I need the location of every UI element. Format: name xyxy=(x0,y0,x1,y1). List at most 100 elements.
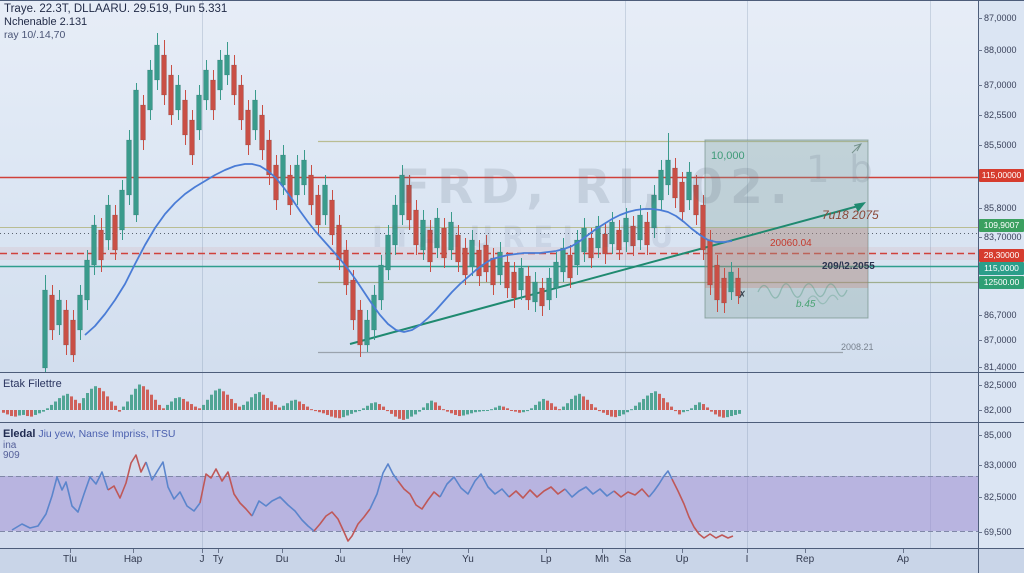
moving-average-line[interactable] xyxy=(84,163,733,336)
histogram-bar xyxy=(18,410,21,416)
candle-body xyxy=(105,204,111,241)
candle-body xyxy=(217,59,223,91)
histogram-bar xyxy=(626,410,629,413)
candle-body xyxy=(63,309,69,346)
candle-body xyxy=(126,139,132,196)
time-axis-label: Up xyxy=(675,554,689,565)
candle-body xyxy=(476,249,482,277)
histogram-bar xyxy=(106,396,109,410)
histogram-bar xyxy=(274,404,277,410)
candle-body xyxy=(567,254,573,279)
histogram-bar xyxy=(394,410,397,417)
histogram-bar xyxy=(58,398,61,410)
box-corner-arrow-icon xyxy=(851,143,863,154)
histogram-bar xyxy=(486,410,489,411)
candle-body xyxy=(518,267,524,291)
price-axis-label: 87,0000 xyxy=(984,13,1017,23)
histogram-bar xyxy=(314,410,317,412)
histogram-bar xyxy=(382,406,385,410)
histogram-bar xyxy=(138,384,141,410)
candle-body xyxy=(735,277,741,297)
candle-body xyxy=(546,277,552,301)
candle-body xyxy=(182,99,188,136)
candle-body xyxy=(91,224,97,266)
histogram-bar xyxy=(442,409,445,411)
oscillator-line-segment xyxy=(397,480,441,510)
histogram-bar xyxy=(218,388,221,410)
histogram-bar xyxy=(738,410,741,414)
trend-line[interactable] xyxy=(349,202,866,345)
histogram-bar xyxy=(586,399,589,410)
histogram-bar xyxy=(630,409,633,411)
histogram-indicator-label[interactable]: Etak Filettre xyxy=(3,378,62,390)
candle-body xyxy=(133,89,139,216)
histogram-bar xyxy=(182,398,185,410)
candle-body xyxy=(574,239,580,266)
candle-body xyxy=(161,54,167,96)
histogram-bar xyxy=(614,410,617,418)
drawing-low-label: b.45 xyxy=(796,299,816,310)
axis-ticks xyxy=(70,18,982,553)
symbol-legend[interactable]: Traye. 22.3T, DLLAARU. 29.519, Pun 5.331… xyxy=(4,3,227,42)
legend-line-3: ray 10/.14,70 xyxy=(4,29,66,41)
candle-body xyxy=(210,79,216,111)
candle-body xyxy=(287,174,293,206)
histogram-bar xyxy=(650,393,653,410)
histogram-bar xyxy=(434,402,437,410)
oscillator-line-segment xyxy=(648,470,673,498)
histogram-bar xyxy=(330,410,333,417)
legend-line-1: Traye. 22.3T, DLLAARU. 29.519, Pun 5.331 xyxy=(4,3,228,15)
oscillator-line-segment xyxy=(671,478,734,539)
histogram-bar xyxy=(498,405,501,410)
histogram-bar xyxy=(298,401,301,410)
candle-body xyxy=(231,64,237,96)
histogram-bar xyxy=(494,407,497,410)
drawing-range-label[interactable]: 209/\2.2055 xyxy=(822,261,875,272)
drawing-volume-label[interactable]: 10,000 xyxy=(711,150,745,162)
vertical-gridlines xyxy=(202,0,931,548)
histogram-bar xyxy=(354,410,357,413)
oscillator-params: Jiu yew, Nanse Impriss, ITSU xyxy=(35,428,176,440)
histogram-bar xyxy=(474,410,477,413)
histogram-bar xyxy=(194,406,197,410)
histogram-bar xyxy=(654,391,657,410)
histogram-bar xyxy=(726,410,729,418)
histogram-bar xyxy=(454,410,457,415)
price-tag: 115,00000 xyxy=(979,168,1024,182)
price-axis-label: 88,0000 xyxy=(984,45,1017,55)
histogram-bar xyxy=(50,404,53,410)
histogram-bar xyxy=(150,394,153,410)
histogram-bar xyxy=(390,410,393,414)
histogram-bar xyxy=(634,405,637,410)
histogram-bar xyxy=(518,410,521,413)
candle-body xyxy=(721,277,727,304)
histogram-bar xyxy=(230,398,233,410)
histogram-bar xyxy=(378,404,381,410)
candle-body xyxy=(553,261,559,289)
price-tag: 28,30000 xyxy=(979,248,1024,262)
histogram-bar xyxy=(186,401,189,410)
histogram-bar xyxy=(366,405,369,410)
candle-body xyxy=(266,139,272,176)
price-axis-label: 82,000 xyxy=(984,405,1012,415)
time-axis-label: Lp xyxy=(540,554,552,565)
candle-body xyxy=(140,104,146,141)
oscillator-name: Eledal xyxy=(3,428,36,440)
drawing-level-label[interactable]: 20060.04 xyxy=(770,238,812,249)
histogram-bar xyxy=(234,403,237,410)
histogram-bar xyxy=(114,405,117,410)
histogram-bar xyxy=(254,393,257,410)
price-axis-label: 82,5000 xyxy=(984,492,1017,502)
histogram-bar xyxy=(202,404,205,410)
time-axis-area[interactable] xyxy=(0,548,1024,573)
candle-body xyxy=(672,167,678,199)
trend-line-segment[interactable] xyxy=(349,204,863,345)
histogram-bar xyxy=(406,410,409,419)
histogram-bar xyxy=(386,410,389,412)
candle-body xyxy=(658,169,664,201)
oscillator-indicator-label[interactable]: Eledal Jiu yew, Nanse Impriss, ITSU xyxy=(3,428,175,440)
histogram-bar xyxy=(258,392,261,410)
candle-body xyxy=(644,221,650,246)
drawing-note-text[interactable]: 7u18 2075 xyxy=(822,208,879,222)
